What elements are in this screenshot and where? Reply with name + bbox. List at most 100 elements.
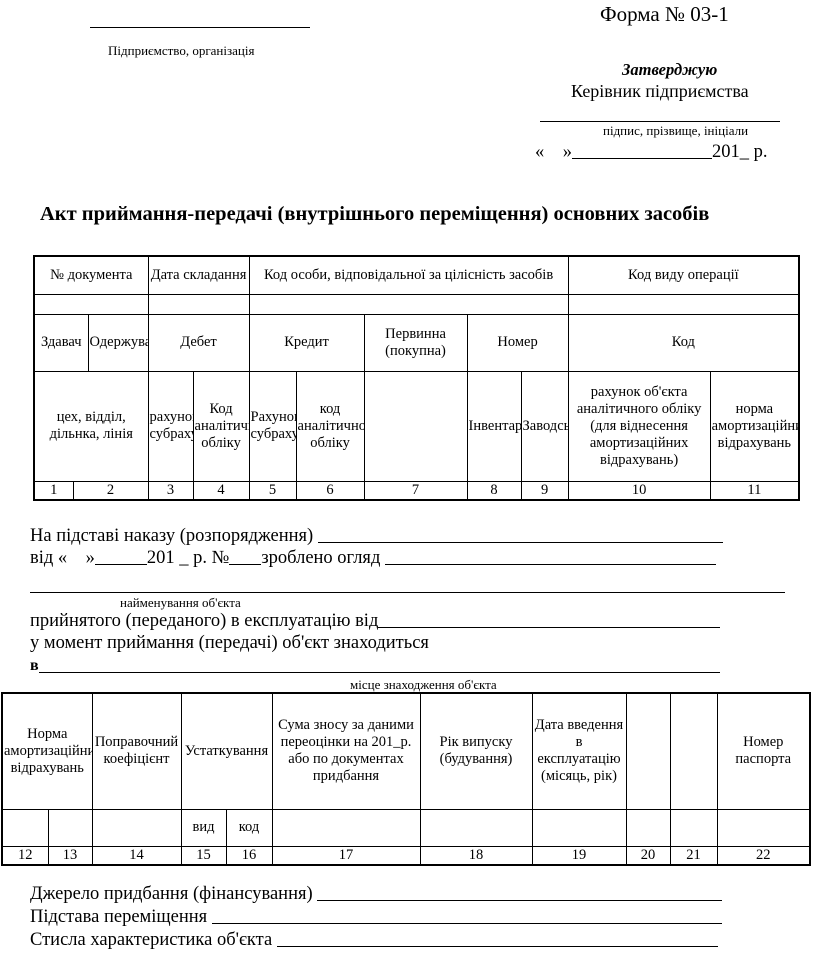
col-number: 3 — [147, 480, 194, 500]
workshop-header: цех, відділ, дільнка, лінія — [33, 370, 149, 482]
transfer-basis-label: Підстава переміщення — [30, 907, 208, 927]
doc-number-header: № документа — [33, 255, 149, 295]
approval-date: « » 201_ р. — [535, 141, 768, 163]
date-suffix: 201_ р. — [712, 142, 768, 162]
year-label: 201 _ р. № — [146, 548, 230, 568]
table-cell[interactable] — [669, 808, 718, 847]
accepted-date-field[interactable] — [378, 627, 720, 628]
equipment-code-header: код — [225, 808, 273, 847]
funding-source-field[interactable] — [317, 900, 722, 901]
operation-code-header: Код виду операції — [567, 255, 800, 295]
short-description-field[interactable] — [276, 946, 718, 947]
order-number-field[interactable] — [229, 564, 262, 565]
transfer-basis-line: Підстава переміщення — [30, 906, 722, 928]
col-number: 16 — [225, 845, 273, 865]
in-label: в — [30, 657, 39, 674]
accepted-label: прийнятого (переданого) в експлуатацію в… — [30, 611, 379, 631]
col-number: 21 — [669, 845, 718, 865]
head-title: Керівник підприємства — [571, 81, 749, 101]
col-number: 9 — [520, 480, 569, 500]
doc-number-cell[interactable] — [33, 293, 149, 315]
primary-cost-header: Первинна (покупна) — [363, 313, 468, 372]
inventory-header: Інвентарний — [466, 370, 522, 482]
location-caption: місце знаходження об'єкта — [350, 677, 497, 692]
table-cell[interactable] — [47, 808, 93, 847]
person-code-header: Код особи, відповідальної за цілісність … — [248, 255, 569, 295]
equipment-header: Устаткування — [180, 692, 273, 810]
from-label: від « » — [30, 548, 95, 568]
funding-source-label: Джерело придбання (фінансування) — [30, 884, 313, 904]
person-code-cell[interactable] — [248, 293, 569, 315]
date-blank — [572, 158, 712, 159]
col-number: 13 — [47, 845, 93, 865]
year-built-header: Рік випуску (будування) — [419, 692, 533, 810]
approve-label: Затверджую — [622, 60, 718, 79]
enterprise-label: Підприємство, організація — [108, 43, 255, 58]
depreciation-norm-header: Норма амортизаційних відрахувань — [1, 692, 93, 810]
table-cell[interactable] — [91, 808, 182, 847]
object-name-caption: найменування об'єкта — [120, 595, 241, 610]
equipment-kind-header: вид — [180, 808, 227, 847]
table-cell[interactable] — [271, 808, 421, 847]
col-number: 1 — [33, 480, 74, 500]
date-cell[interactable] — [147, 293, 250, 315]
credit-analytic-header: код аналітичного обліку — [295, 370, 365, 482]
col-number: 20 — [625, 845, 671, 865]
col-number: 2 — [72, 480, 149, 500]
operation-code-cell[interactable] — [567, 293, 800, 315]
location-line: в — [30, 655, 720, 677]
asset-table: Норма амортизаційних відрахувань Поправо… — [1, 692, 811, 866]
col-number: 17 — [271, 845, 421, 865]
factory-header: Заводський — [520, 370, 569, 482]
enterprise-line — [90, 27, 310, 28]
date-prefix: « » — [535, 142, 572, 162]
passport-number-header: Номер паспорта — [716, 692, 811, 810]
number-header: Номер — [466, 313, 569, 372]
col-number: 18 — [419, 845, 533, 865]
table-cell[interactable] — [1, 808, 49, 847]
date-header: Дата складання — [147, 255, 250, 295]
col-number: 19 — [531, 845, 627, 865]
col-number: 6 — [295, 480, 365, 500]
primary-cost-cell[interactable] — [363, 370, 468, 482]
col-number: 4 — [192, 480, 250, 500]
col-number: 14 — [91, 845, 182, 865]
col-number: 12 — [1, 845, 49, 865]
depreciation-norm-header: норма амортизаційних відрахувань — [709, 370, 800, 482]
correction-factor-header: Поправочний коефіцієнт — [91, 692, 182, 810]
col-number: 8 — [466, 480, 522, 500]
order-field[interactable] — [317, 542, 723, 543]
location-field[interactable] — [38, 672, 720, 673]
col-number: 15 — [180, 845, 227, 865]
receiver-header: Одержувач — [87, 313, 149, 372]
table-cell[interactable] — [419, 808, 533, 847]
debit-account-header: рахунок, субрахунок — [147, 370, 194, 482]
form-number: Форма № 03-1 — [600, 2, 729, 26]
blank-header — [669, 692, 718, 810]
accounting-table: № документа Дата складання Код особи, ві… — [33, 255, 801, 501]
col-number: 10 — [567, 480, 711, 500]
from-date-field[interactable] — [94, 564, 147, 565]
short-description-label: Стисла характеристика об'єкта — [30, 930, 273, 950]
commission-date-header: Дата введення в експлуатацію (місяць, рі… — [531, 692, 627, 810]
col-number: 7 — [363, 480, 468, 500]
location-sentence: у момент приймання (передачі) об'єкт зна… — [30, 633, 429, 653]
order-label: На підставі наказу (розпорядження) — [30, 526, 314, 546]
col-number: 5 — [248, 480, 297, 500]
table-cell[interactable] — [716, 808, 811, 847]
credit-account-header: Рахунок, субрахунок — [248, 370, 297, 482]
col-number: 22 — [716, 845, 811, 865]
giver-header: Здавач — [33, 313, 89, 372]
table-cell[interactable] — [531, 808, 627, 847]
object-name-field[interactable] — [30, 592, 785, 593]
transfer-basis-field[interactable] — [211, 923, 722, 924]
inspection-field[interactable] — [384, 564, 716, 565]
table-cell[interactable] — [625, 808, 671, 847]
debit-header: Дебет — [147, 313, 250, 372]
accepted-line: прийнятого (переданого) в експлуатацію в… — [30, 610, 720, 632]
depreciation-sum-header: Сума зносу за даними переоцінки на 201_р… — [271, 692, 421, 810]
credit-header: Кредит — [248, 313, 365, 372]
inspection-label: зроблено огляд — [261, 548, 381, 568]
debit-analytic-header: Код аналітичного обліку — [192, 370, 250, 482]
